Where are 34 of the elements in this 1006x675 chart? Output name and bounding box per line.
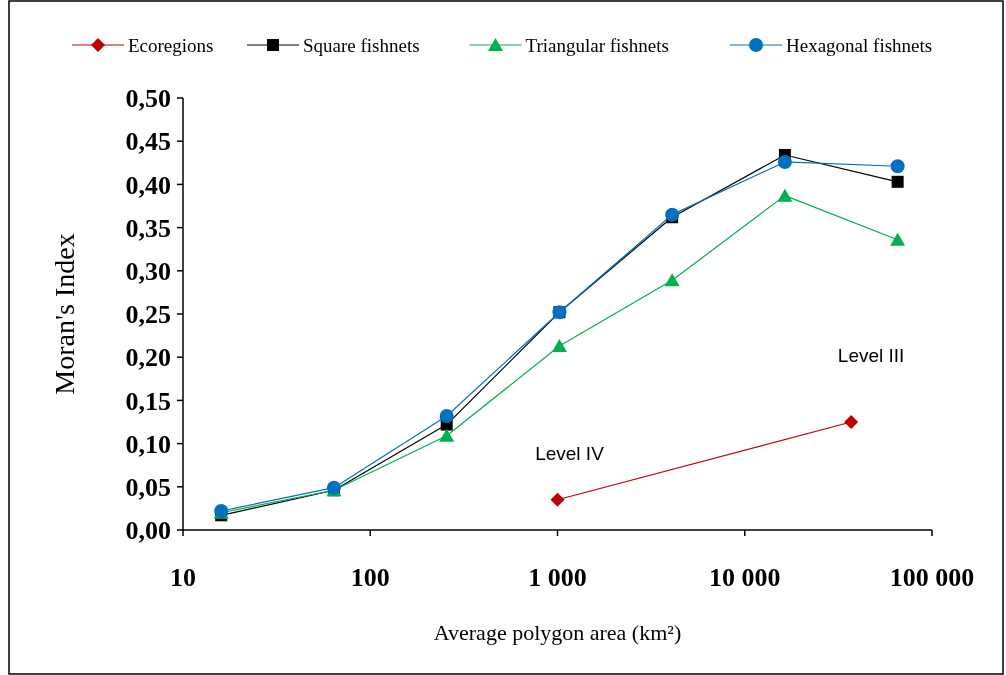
point [551, 338, 567, 352]
legend-label: Square fishnets [303, 34, 420, 56]
annotation: Level III [837, 345, 905, 366]
x-axis-title: Average polygon area (km²) [433, 620, 682, 645]
legend-label: Hexagonal fishnets [786, 34, 933, 56]
y-axis-title: Moran's Index [49, 233, 80, 395]
point [439, 428, 455, 442]
y-tick-label: 0,10 [125, 429, 171, 459]
point [439, 408, 454, 423]
point [777, 154, 792, 169]
y-tick-label: 0,20 [125, 343, 171, 373]
y-tick-label: 0,00 [125, 516, 171, 546]
point [891, 175, 904, 188]
point [890, 159, 905, 174]
y-tick-label: 0,35 [125, 213, 171, 243]
y-tick-label: 0,45 [125, 127, 171, 157]
legend-label: Ecoregions [128, 34, 214, 56]
point [777, 188, 793, 202]
annotation: Level IV [535, 442, 605, 464]
x-tick-label: 1 000 [528, 563, 587, 592]
y-tick-label: 0,15 [125, 386, 171, 416]
y-tick-label: 0,40 [125, 170, 171, 200]
y-tick-label: 0,30 [125, 256, 171, 286]
y-tick-label: 0,50 [125, 84, 171, 114]
x-tick-label: 100 [350, 563, 390, 592]
point [665, 207, 680, 222]
y-tick-label: 0,25 [125, 300, 171, 330]
point [664, 273, 680, 287]
legend-label: Triangular fishnets [525, 34, 669, 56]
y-tick-label: 0,05 [125, 472, 171, 502]
x-tick-label: 10 [170, 563, 196, 592]
x-tick-label: 10 000 [709, 563, 781, 592]
point [890, 232, 906, 246]
x-tick-label: 100 000 [889, 563, 975, 592]
